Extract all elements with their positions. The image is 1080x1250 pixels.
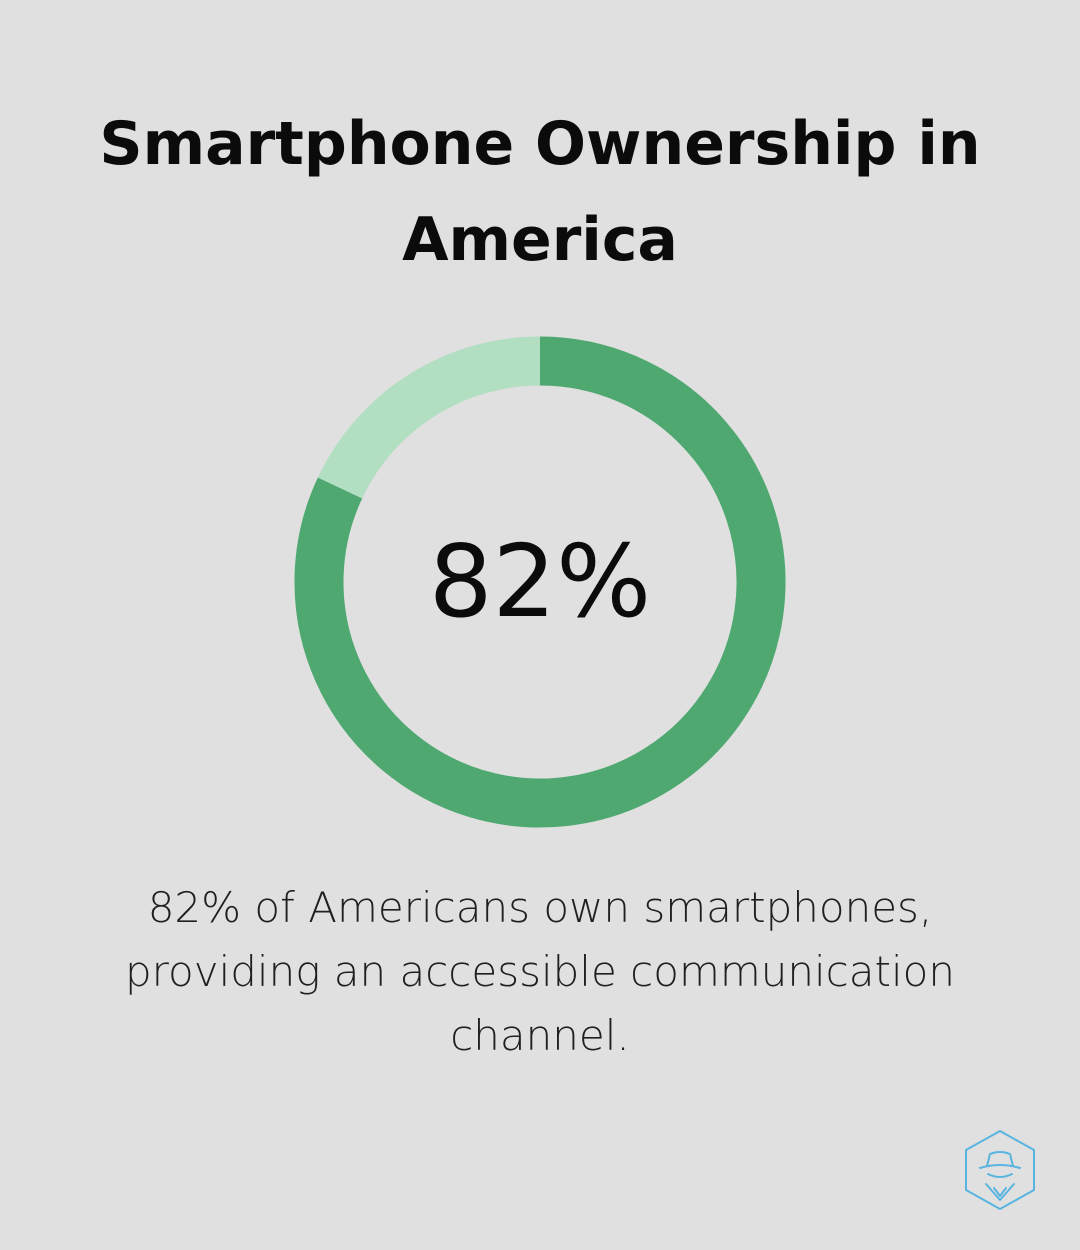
donut-chart-svg	[294, 336, 786, 828]
spy-hexagon-logo-icon	[962, 1128, 1038, 1212]
donut-center-value: 82%	[428, 523, 652, 640]
donut-chart: 82%	[290, 332, 790, 832]
donut-slice-remainder	[317, 336, 541, 499]
donut-slice-owned	[294, 336, 786, 828]
chart-caption: 82% of Americans own smartphones, provid…	[125, 883, 955, 1060]
page-title: Smartphone Ownership in America	[99, 109, 981, 275]
